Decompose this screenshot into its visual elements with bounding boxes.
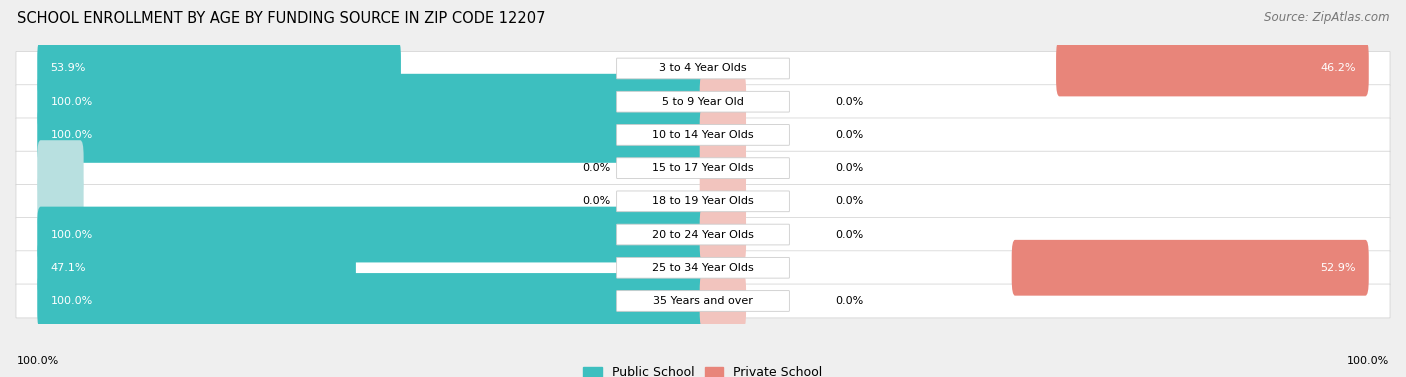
FancyBboxPatch shape — [37, 273, 706, 329]
Text: 35 Years and over: 35 Years and over — [652, 296, 754, 306]
FancyBboxPatch shape — [37, 74, 706, 130]
Text: 15 to 17 Year Olds: 15 to 17 Year Olds — [652, 163, 754, 173]
FancyBboxPatch shape — [15, 284, 1391, 318]
Text: 0.0%: 0.0% — [835, 296, 863, 306]
FancyBboxPatch shape — [700, 140, 747, 196]
FancyBboxPatch shape — [15, 85, 1391, 119]
Text: 53.9%: 53.9% — [51, 63, 86, 74]
Legend: Public School, Private School: Public School, Private School — [583, 366, 823, 377]
FancyBboxPatch shape — [617, 257, 789, 278]
Text: 100.0%: 100.0% — [1347, 356, 1389, 366]
FancyBboxPatch shape — [617, 58, 789, 79]
FancyBboxPatch shape — [617, 291, 789, 311]
FancyBboxPatch shape — [37, 240, 356, 296]
Text: 0.0%: 0.0% — [835, 130, 863, 140]
FancyBboxPatch shape — [700, 74, 747, 130]
Text: 0.0%: 0.0% — [835, 163, 863, 173]
FancyBboxPatch shape — [700, 273, 747, 329]
FancyBboxPatch shape — [37, 207, 706, 262]
Text: Source: ZipAtlas.com: Source: ZipAtlas.com — [1264, 11, 1389, 24]
FancyBboxPatch shape — [700, 173, 747, 229]
Text: SCHOOL ENROLLMENT BY AGE BY FUNDING SOURCE IN ZIP CODE 12207: SCHOOL ENROLLMENT BY AGE BY FUNDING SOUR… — [17, 11, 546, 26]
Text: 100.0%: 100.0% — [51, 296, 93, 306]
FancyBboxPatch shape — [617, 191, 789, 212]
FancyBboxPatch shape — [1012, 240, 1369, 296]
Text: 0.0%: 0.0% — [582, 163, 610, 173]
Text: 0.0%: 0.0% — [582, 196, 610, 206]
FancyBboxPatch shape — [15, 52, 1391, 86]
Text: 5 to 9 Year Old: 5 to 9 Year Old — [662, 97, 744, 107]
Text: 100.0%: 100.0% — [51, 230, 93, 239]
FancyBboxPatch shape — [37, 41, 401, 97]
FancyBboxPatch shape — [1056, 41, 1369, 97]
Text: 0.0%: 0.0% — [835, 196, 863, 206]
Text: 0.0%: 0.0% — [835, 230, 863, 239]
FancyBboxPatch shape — [15, 184, 1391, 218]
FancyBboxPatch shape — [700, 207, 747, 262]
Text: 25 to 34 Year Olds: 25 to 34 Year Olds — [652, 263, 754, 273]
Text: 18 to 19 Year Olds: 18 to 19 Year Olds — [652, 196, 754, 206]
Text: 100.0%: 100.0% — [17, 356, 59, 366]
FancyBboxPatch shape — [700, 107, 747, 163]
FancyBboxPatch shape — [15, 118, 1391, 152]
Text: 100.0%: 100.0% — [51, 97, 93, 107]
FancyBboxPatch shape — [15, 151, 1391, 185]
FancyBboxPatch shape — [37, 173, 83, 229]
Text: 100.0%: 100.0% — [51, 130, 93, 140]
FancyBboxPatch shape — [617, 91, 789, 112]
Text: 3 to 4 Year Olds: 3 to 4 Year Olds — [659, 63, 747, 74]
FancyBboxPatch shape — [37, 107, 706, 163]
FancyBboxPatch shape — [15, 218, 1391, 251]
FancyBboxPatch shape — [37, 140, 83, 196]
FancyBboxPatch shape — [617, 124, 789, 145]
FancyBboxPatch shape — [617, 224, 789, 245]
Text: 47.1%: 47.1% — [51, 263, 86, 273]
FancyBboxPatch shape — [617, 158, 789, 178]
Text: 52.9%: 52.9% — [1320, 263, 1355, 273]
FancyBboxPatch shape — [15, 251, 1391, 285]
Text: 0.0%: 0.0% — [835, 97, 863, 107]
Text: 10 to 14 Year Olds: 10 to 14 Year Olds — [652, 130, 754, 140]
Text: 20 to 24 Year Olds: 20 to 24 Year Olds — [652, 230, 754, 239]
Text: 46.2%: 46.2% — [1320, 63, 1355, 74]
